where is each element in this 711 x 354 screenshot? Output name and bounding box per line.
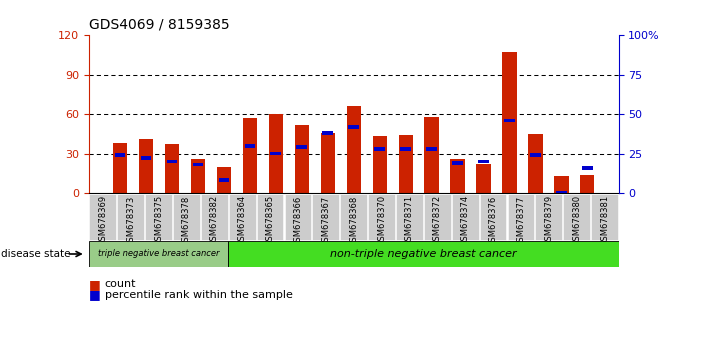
Bar	[269, 114, 283, 193]
Text: ■: ■	[89, 288, 101, 301]
Text: GSM678379: GSM678379	[545, 195, 553, 246]
FancyBboxPatch shape	[117, 194, 144, 240]
FancyBboxPatch shape	[284, 194, 311, 240]
Text: ■: ■	[89, 278, 101, 291]
Bar	[400, 147, 411, 151]
Bar	[479, 160, 489, 163]
Text: GSM678371: GSM678371	[405, 195, 414, 246]
FancyBboxPatch shape	[341, 194, 367, 240]
Text: GSM678376: GSM678376	[488, 195, 498, 247]
Bar	[528, 134, 542, 193]
Bar	[346, 106, 361, 193]
Bar	[166, 160, 177, 163]
Text: GSM678370: GSM678370	[377, 195, 386, 246]
Text: GSM678380: GSM678380	[572, 195, 582, 246]
Bar	[555, 176, 569, 193]
Text: GSM678366: GSM678366	[294, 195, 302, 247]
FancyBboxPatch shape	[312, 194, 339, 240]
FancyBboxPatch shape	[424, 194, 451, 240]
FancyBboxPatch shape	[229, 194, 255, 240]
Bar	[294, 125, 309, 193]
FancyBboxPatch shape	[145, 194, 172, 240]
Bar	[582, 166, 593, 170]
Bar	[556, 191, 567, 195]
Text: GSM678382: GSM678382	[210, 195, 219, 246]
Text: GSM678369: GSM678369	[98, 195, 107, 246]
Text: GSM678372: GSM678372	[433, 195, 442, 246]
Text: GSM678373: GSM678373	[126, 195, 135, 247]
Bar	[141, 156, 151, 160]
FancyBboxPatch shape	[480, 194, 506, 240]
Text: GDS4069 / 8159385: GDS4069 / 8159385	[89, 18, 230, 32]
FancyBboxPatch shape	[563, 194, 590, 240]
FancyBboxPatch shape	[508, 194, 535, 240]
Text: non-triple negative breast cancer: non-triple negative breast cancer	[330, 249, 517, 259]
Text: GSM678381: GSM678381	[600, 195, 609, 246]
Bar	[374, 147, 385, 151]
Bar	[321, 132, 335, 193]
Text: GSM678364: GSM678364	[237, 195, 247, 246]
Bar	[504, 119, 515, 122]
Text: GSM678365: GSM678365	[266, 195, 274, 246]
Bar	[452, 161, 463, 165]
Text: percentile rank within the sample: percentile rank within the sample	[105, 290, 292, 299]
FancyBboxPatch shape	[396, 194, 423, 240]
FancyBboxPatch shape	[201, 194, 228, 240]
Bar	[580, 175, 594, 193]
FancyBboxPatch shape	[592, 194, 618, 240]
Bar	[191, 159, 205, 193]
Bar	[245, 144, 255, 148]
FancyBboxPatch shape	[452, 194, 479, 240]
FancyBboxPatch shape	[535, 194, 562, 240]
Bar	[113, 143, 127, 193]
FancyBboxPatch shape	[89, 241, 228, 267]
Bar	[503, 52, 517, 193]
FancyBboxPatch shape	[368, 194, 395, 240]
Bar	[242, 118, 257, 193]
Bar	[193, 163, 203, 166]
Bar	[296, 145, 307, 149]
Bar	[427, 147, 437, 151]
Bar	[218, 178, 229, 182]
Text: GSM678368: GSM678368	[349, 195, 358, 247]
Bar	[424, 117, 439, 193]
Bar	[373, 137, 387, 193]
Text: disease state: disease state	[1, 249, 71, 259]
Bar	[348, 125, 359, 129]
Bar	[451, 159, 465, 193]
Bar	[398, 135, 413, 193]
Text: triple negative breast cancer: triple negative breast cancer	[98, 250, 219, 258]
Bar	[322, 131, 333, 135]
Text: GSM678375: GSM678375	[154, 195, 163, 246]
Bar	[114, 153, 125, 157]
Text: GSM678374: GSM678374	[461, 195, 470, 246]
Bar	[139, 139, 153, 193]
Bar	[530, 153, 541, 157]
Bar	[476, 164, 491, 193]
Bar	[165, 144, 179, 193]
Text: GSM678377: GSM678377	[516, 195, 525, 247]
Text: count: count	[105, 279, 136, 289]
FancyBboxPatch shape	[90, 194, 116, 240]
FancyBboxPatch shape	[228, 241, 619, 267]
Text: GSM678378: GSM678378	[182, 195, 191, 247]
Bar	[270, 152, 281, 155]
Text: GSM678367: GSM678367	[321, 195, 331, 247]
FancyBboxPatch shape	[173, 194, 200, 240]
FancyBboxPatch shape	[257, 194, 284, 240]
Bar	[217, 167, 231, 193]
